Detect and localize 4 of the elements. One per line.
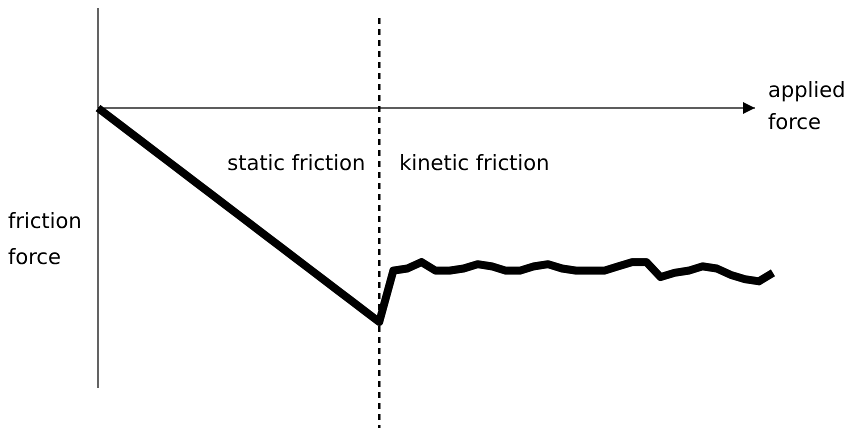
annotation: static friction [227, 151, 366, 175]
annotation: kinetic friction [399, 151, 550, 175]
y-axis-title: friction force [8, 209, 82, 269]
x-axis-title: applied force [768, 78, 846, 134]
